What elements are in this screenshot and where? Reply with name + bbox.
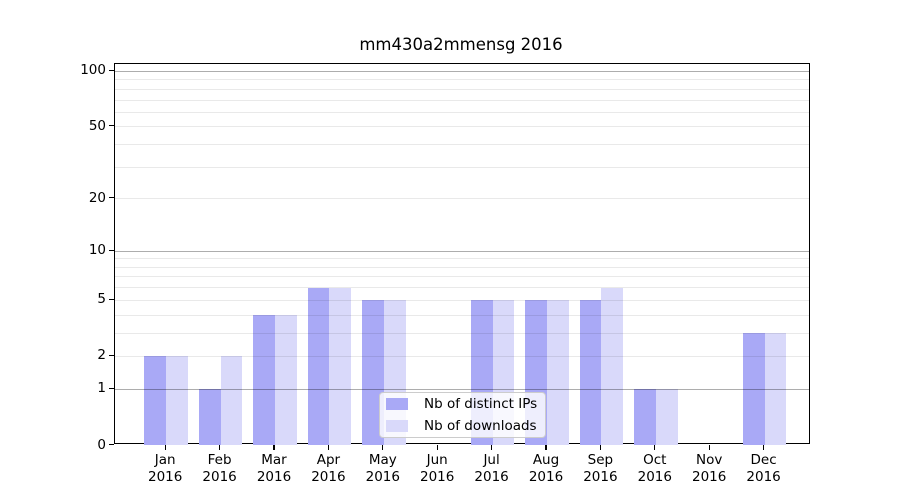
y-tick-label: 10 [88,242,106,259]
legend-swatch-distinct-ips [386,398,408,410]
minor-gridline [114,99,809,101]
legend: Nb of distinct IPs Nb of downloads [379,392,546,438]
x-tick-label: Dec 2016 [746,452,781,485]
bar-downloads [329,287,352,446]
y-tick [108,125,114,127]
minor-gridline [114,314,809,316]
major-gridline [114,70,809,72]
minor-gridline [114,287,809,289]
minor-gridline [114,266,809,268]
y-tick-label: 0 [97,436,106,453]
major-gridline [114,250,809,252]
x-tick [273,444,275,450]
y-tick [108,249,114,251]
x-tick-label: Feb 2016 [202,452,237,485]
y-tick [108,354,114,357]
y-tick [108,298,114,300]
major-gridline [114,388,809,390]
x-tick-label: Apr 2016 [311,452,346,485]
minor-gridline [114,166,809,168]
x-tick [382,444,384,450]
y-tick [108,443,114,446]
bar-distinct-ips [579,300,602,446]
y-tick-label: 1 [97,380,106,397]
x-tick [491,444,493,450]
legend-item-distinct-ips: Nb of distinct IPs [386,395,545,413]
x-tick [327,444,329,450]
plot-area [113,62,810,446]
x-tick [599,444,601,450]
bar-distinct-ips [307,287,330,446]
x-tick [545,444,547,450]
y-tick [108,197,114,199]
minor-gridline [114,88,809,90]
minor-gridline [114,332,809,334]
x-tick-label: Jul 2016 [474,452,509,485]
y-tick-label: 2 [97,347,106,364]
x-tick [763,444,765,450]
x-tick-label: Sep 2016 [583,452,618,485]
x-tick-label: Nov 2016 [692,452,727,485]
y-tick-label: 5 [97,291,106,308]
legend-item-downloads: Nb of downloads [386,417,545,435]
minor-gridline [114,79,809,81]
bar-distinct-ips [253,315,275,446]
minor-gridline [114,198,809,200]
bar-distinct-ips [742,333,765,446]
x-tick-label: May 2016 [365,452,400,485]
minor-gridline [114,355,809,357]
x-tick-label: Oct 2016 [637,452,672,485]
bar-distinct-ips [362,300,384,446]
y-tick-label: 50 [88,117,106,134]
chart-title: mm430a2mmensg 2016 [359,35,563,54]
minor-gridline [114,111,809,113]
x-tick-label: Jan 2016 [148,452,183,485]
minor-gridline [114,126,809,128]
y-tick-label: 20 [88,189,106,206]
legend-label-distinct-ips: Nb of distinct IPs [424,396,538,412]
x-tick [654,444,656,450]
y-tick-label: 100 [80,62,106,79]
bar-downloads [547,300,569,446]
bar-downloads [275,315,297,446]
bar-distinct-ips [198,389,221,446]
x-tick-label: Jun 2016 [420,452,455,485]
minor-gridline [114,258,809,260]
minor-gridline [114,276,809,278]
x-tick-label: Mar 2016 [256,452,292,485]
x-tick [219,444,221,450]
x-tick-label: Aug 2016 [528,452,564,485]
bar-downloads [655,389,678,446]
legend-swatch-downloads [386,420,408,432]
bar-downloads [601,287,624,446]
y-tick [108,387,114,389]
bar-distinct-ips [144,356,167,446]
x-tick [436,444,438,450]
bar-downloads [764,333,787,446]
legend-label-downloads: Nb of downloads [424,418,537,434]
bar-downloads [166,356,188,446]
minor-gridline [114,299,809,301]
y-tick [108,69,114,72]
x-tick [164,444,166,450]
x-tick [708,444,710,450]
minor-gridline [114,144,809,146]
bar-downloads [220,356,243,446]
bar-distinct-ips [634,389,656,446]
